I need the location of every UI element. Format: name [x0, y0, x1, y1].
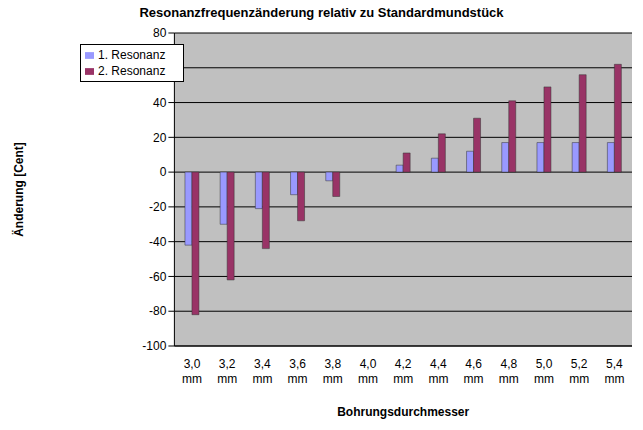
svg-text:4,6mm: 4,6mm [464, 357, 484, 386]
svg-text:-20: -20 [149, 200, 167, 214]
svg-text:4,4mm: 4,4mm [428, 357, 448, 386]
svg-text:4,8mm: 4,8mm [499, 357, 519, 386]
svg-text:5,4mm: 5,4mm [604, 357, 624, 386]
svg-text:60: 60 [153, 61, 167, 75]
svg-text:3,0mm: 3,0mm [182, 357, 202, 386]
svg-text:Bohrungsdurchmesser: Bohrungsdurchmesser [337, 405, 469, 419]
svg-text:5,0mm: 5,0mm [534, 357, 554, 386]
svg-text:-60: -60 [149, 270, 167, 284]
svg-text:-80: -80 [149, 304, 167, 318]
svg-text:40: 40 [153, 96, 167, 110]
svg-text:4,0mm: 4,0mm [358, 357, 378, 386]
svg-text:Änderung [Cent]: Änderung [Cent] [11, 142, 26, 237]
svg-text:5,2mm: 5,2mm [569, 357, 589, 386]
svg-text:3,6mm: 3,6mm [288, 357, 308, 386]
svg-text:3,2mm: 3,2mm [217, 357, 237, 386]
svg-text:80: 80 [153, 26, 167, 40]
svg-text:3,8mm: 3,8mm [323, 357, 343, 386]
svg-text:0: 0 [160, 165, 167, 179]
svg-text:20: 20 [153, 131, 167, 145]
svg-text:4,2mm: 4,2mm [393, 357, 413, 386]
svg-text:3,4mm: 3,4mm [252, 357, 272, 386]
svg-text:-40: -40 [149, 235, 167, 249]
svg-text:-100: -100 [142, 339, 166, 353]
